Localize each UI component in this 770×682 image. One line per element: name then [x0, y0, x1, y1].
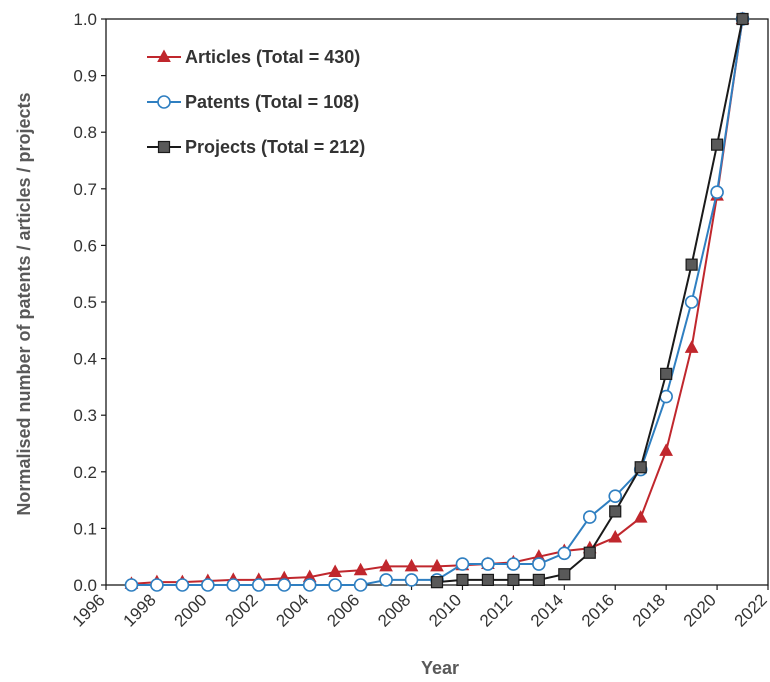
data-point [226, 578, 241, 592]
data-point [277, 578, 292, 592]
data-point [710, 138, 724, 151]
x-tick-label: 2012 [476, 590, 516, 630]
data-point [736, 12, 749, 26]
legend-label: Articles (Total = 430) [185, 47, 360, 67]
legend-label: Projects (Total = 212) [185, 137, 365, 157]
x-tick-label: 2002 [221, 590, 261, 630]
data-point [582, 510, 597, 524]
data-point [456, 573, 469, 587]
data-point [507, 573, 520, 587]
data-point [328, 564, 342, 577]
data-point [404, 558, 419, 572]
data-point [532, 557, 546, 571]
y-tick-label: 0.3 [73, 406, 97, 425]
data-point [557, 546, 572, 561]
data-point [660, 367, 673, 380]
legend-marker [157, 140, 171, 154]
y-axis-ticks: 0.0 0.1 0.2 0.3 0.4 0.5 0.6 0.7 0.8 0.9 1.0 [73, 10, 106, 595]
series-layer [124, 11, 750, 592]
x-tick-label: 2020 [680, 590, 720, 630]
y-axis-title: Normalised number of patents / articles … [14, 92, 34, 515]
legend-label: Patents (Total = 108) [185, 92, 359, 112]
y-tick-label: 0.0 [73, 576, 97, 595]
data-point [609, 505, 622, 518]
y-tick-label: 0.8 [73, 123, 97, 142]
data-point [608, 489, 623, 503]
x-tick-label: 1996 [69, 590, 109, 630]
legend: Articles (Total = 430) Patents (Total = 1… [147, 47, 365, 157]
data-point [634, 461, 647, 474]
data-point [532, 573, 545, 587]
x-tick-label: 1998 [120, 590, 160, 630]
data-point [302, 578, 317, 592]
data-point [430, 576, 444, 589]
data-point [353, 578, 368, 592]
data-point [404, 573, 419, 587]
y-tick-label: 1.0 [73, 10, 97, 29]
data-point [608, 529, 623, 543]
x-tick-label: 2018 [629, 590, 669, 630]
y-tick-label: 0.5 [73, 293, 97, 312]
x-axis-title: Year [421, 658, 459, 678]
y-tick-label: 0.7 [73, 180, 97, 199]
data-point [251, 578, 266, 592]
y-tick-label: 0.6 [73, 236, 97, 255]
x-tick-label: 2010 [425, 590, 465, 630]
data-point [558, 568, 571, 581]
x-tick-label: 2022 [731, 590, 770, 630]
data-point [124, 578, 139, 592]
data-point [481, 557, 495, 571]
data-point [481, 573, 495, 587]
x-tick-label: 2004 [272, 590, 312, 630]
data-point [659, 443, 673, 456]
data-point [685, 258, 698, 271]
x-tick-label: 2014 [527, 590, 567, 630]
x-tick-label: 2008 [374, 590, 414, 630]
series-square [430, 12, 749, 589]
y-tick-label: 0.2 [73, 463, 97, 482]
y-tick-label: 0.9 [73, 67, 97, 86]
data-point [684, 340, 699, 353]
legend-marker [157, 49, 171, 62]
data-point [430, 558, 444, 572]
data-point [150, 578, 164, 592]
data-point [175, 578, 190, 592]
data-point [201, 578, 215, 592]
x-tick-label: 2016 [578, 590, 618, 630]
data-point [328, 578, 342, 592]
legend-marker [157, 95, 171, 109]
data-point [710, 185, 724, 199]
data-point [353, 562, 368, 576]
data-point [379, 558, 393, 572]
data-point [506, 557, 521, 571]
data-point [455, 557, 470, 571]
data-point [633, 510, 648, 523]
x-tick-label: 2006 [323, 590, 363, 630]
y-tick-label: 0.1 [73, 519, 97, 538]
data-point [684, 295, 699, 309]
x-tick-label: 2000 [170, 590, 210, 630]
y-tick-label: 0.4 [73, 350, 97, 369]
x-axis-ticks: 1996 1998 2000 2002 2004 2006 2008 2010 2012 2014… [69, 585, 770, 631]
data-point [583, 546, 596, 559]
data-point [379, 573, 393, 587]
